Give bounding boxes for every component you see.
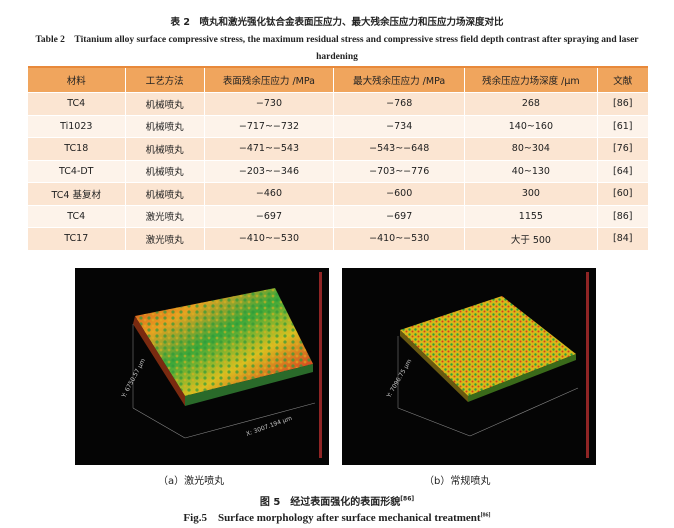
cell-max-stress: −600 (333, 182, 466, 206)
cell-process: 机械喷丸 (125, 92, 205, 116)
cell-surface-stress: −730 (204, 92, 335, 116)
cell-ref: [86] (597, 205, 648, 228)
color-scale-bar (586, 272, 589, 458)
table-row: TC4 基复材 机械喷丸 −460 −600 300 [60] (28, 182, 648, 206)
figure-title-cn: 图 5 经过表面强化的表面形貌[86] (259, 495, 415, 508)
cell-material: TC4-DT (28, 160, 126, 183)
laser-x-axis-label: X: 3007.194 μm (245, 415, 293, 438)
figure-panel-laser-peening: Y: 6750.57 μm X: 3007.194 μm (75, 268, 329, 465)
cell-ref: [61] (597, 115, 648, 138)
figure-title-en-ref: [86] (480, 512, 491, 519)
figure-title-cn-ref: [86] (400, 495, 415, 503)
cell-process: 机械喷丸 (125, 137, 205, 161)
figure-panel-conventional-peening: Y: 7096.75 μm (342, 268, 596, 465)
cell-max-stress: −543~−648 (333, 137, 466, 161)
cell-ref: [86] (597, 92, 648, 116)
cell-depth: 300 (464, 182, 598, 206)
cell-surface-stress: −460 (204, 182, 335, 206)
cell-surface-stress: −203~−346 (204, 160, 335, 183)
cell-depth: 1155 (464, 205, 598, 228)
cell-depth: 268 (464, 92, 598, 116)
cell-material: Ti1023 (28, 115, 126, 138)
col-header-max-stress: 最大残余压应力 /MPa (333, 68, 466, 93)
cell-ref: [76] (597, 137, 648, 161)
table-row: Ti1023 机械喷丸 −717~−732 −734 140~160 [61] (28, 115, 648, 138)
cell-max-stress: −768 (333, 92, 466, 116)
figure-title-en: Fig.5 Surface morphology after surface m… (183, 512, 491, 524)
cell-process: 激光喷丸 (125, 205, 205, 228)
table-row: TC17 激光喷丸 −410~−530 −410~−530 大于 500 [84] (28, 227, 648, 251)
cell-process: 机械喷丸 (125, 160, 205, 183)
cell-ref: [60] (597, 182, 648, 206)
cell-surface-stress: −471~−543 (204, 137, 335, 161)
cell-material: TC4 (28, 92, 126, 116)
cell-depth: 80~304 (464, 137, 598, 161)
cell-max-stress: −703~−776 (333, 160, 466, 183)
cell-material: TC4 (28, 205, 126, 228)
table-title-cn: 表 2 喷丸和激光强化钛合金表面压应力、最大残余压应力和压应力场深度对比 (170, 17, 504, 28)
table-row: TC18 机械喷丸 −471~−543 −543~−648 80~304 [76] (28, 137, 648, 161)
cell-max-stress: −410~−530 (333, 227, 466, 251)
cell-max-stress: −697 (333, 205, 466, 228)
conventional-surface (400, 296, 576, 396)
cell-surface-stress: −410~−530 (204, 227, 335, 251)
table-header-row: 材料 工艺方法 表面残余压应力 /MPa 最大残余压应力 /MPa 残余压应力场… (28, 68, 648, 93)
cell-depth: 140~160 (464, 115, 598, 138)
col-header-material: 材料 (28, 68, 126, 93)
caption-panel-b: （b）常规喷丸 (424, 476, 491, 487)
cell-depth: 大于 500 (464, 227, 598, 251)
conventional-y-axis-label: Y: 7096.75 μm (385, 358, 413, 400)
table-row: TC4 激光喷丸 −697 −697 1155 [86] (28, 205, 648, 228)
color-scale-bar (319, 272, 322, 458)
col-header-surface-stress: 表面残余压应力 /MPa (204, 68, 335, 93)
laser-y-axis-label: Y: 6750.57 μm (120, 357, 147, 399)
table-row: TC4 机械喷丸 −730 −768 268 [86] (28, 92, 648, 116)
cell-material: TC17 (28, 227, 126, 251)
cell-surface-stress: −717~−732 (204, 115, 335, 138)
cell-process: 激光喷丸 (125, 227, 205, 251)
data-table: 材料 工艺方法 表面残余压应力 /MPa 最大残余压应力 /MPa 残余压应力场… (28, 68, 648, 251)
cell-depth: 40~130 (464, 160, 598, 183)
cell-max-stress: −734 (333, 115, 466, 138)
cell-material: TC18 (28, 137, 126, 161)
col-header-depth: 残余压应力场深度 /μm (464, 68, 598, 93)
col-header-ref: 文献 (597, 68, 648, 93)
table-title-en: Table 2 Titanium alloy surface compressi… (35, 35, 639, 62)
cell-material: TC4 基复材 (28, 182, 126, 206)
cell-surface-stress: −697 (204, 205, 335, 228)
surface-plot-conventional: Y: 7096.75 μm (385, 272, 589, 458)
surface-plot-laser: Y: 6750.57 μm X: 3007.194 μm (120, 272, 322, 458)
table-row: TC4-DT 机械喷丸 −203~−346 −703~−776 40~130 [64] (28, 160, 648, 183)
cell-process: 机械喷丸 (125, 182, 205, 206)
cell-process: 机械喷丸 (125, 115, 205, 138)
cell-ref: [84] (597, 227, 648, 251)
col-header-process: 工艺方法 (125, 68, 205, 93)
table-top-rule (28, 66, 648, 68)
caption-panel-a: （a）激光喷丸 (158, 476, 225, 487)
cell-ref: [64] (597, 160, 648, 183)
